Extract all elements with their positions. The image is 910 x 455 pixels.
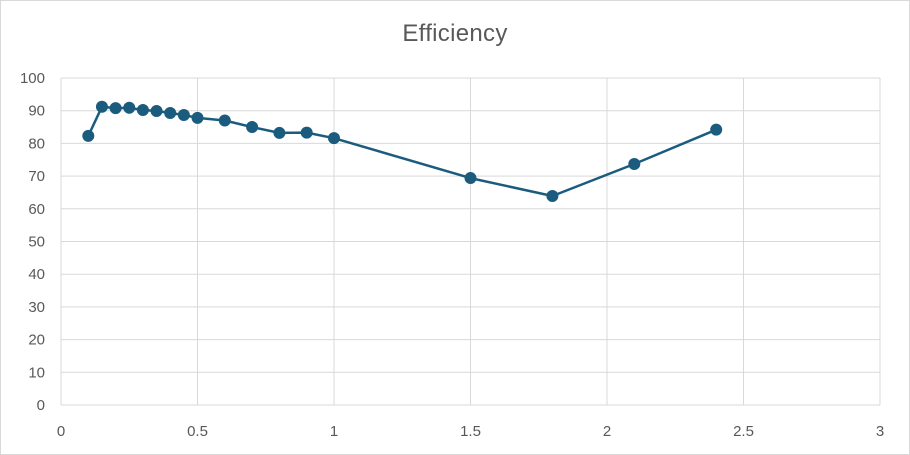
data-point [328,132,340,145]
y-tick-label: 50 [28,234,45,251]
x-tick-label: 3 [876,423,884,440]
y-tick-label: 10 [28,364,45,381]
data-point [109,102,122,115]
data-point [546,190,559,203]
y-tick-label: 70 [28,168,45,185]
x-tick-label: 2.5 [733,423,754,440]
data-point [710,123,723,136]
x-tick-label: 1 [330,423,338,440]
data-point [150,105,163,118]
y-tick-label: 100 [20,70,45,87]
x-tick-label: 0.5 [187,423,208,440]
x-tick-label: 0 [57,423,65,440]
data-point [218,114,231,127]
chart-title: Efficiency [402,20,508,47]
x-tick-label: 2 [603,423,611,440]
data-point [82,129,95,142]
data-point [464,172,477,185]
y-tick-label: 40 [28,266,45,283]
data-point [123,101,136,114]
data-point [164,106,177,119]
tick-labels: 0 10 20 30 40 50 60 70 80 90 100 0 0.5 1 1.5 2 2.5 3 [20,70,884,440]
data-point [191,111,204,124]
data-point [177,108,190,121]
y-tick-label: 80 [28,135,45,152]
data-point [95,100,108,113]
x-tick-label: 1.5 [460,423,481,440]
series [82,100,723,203]
gridlines [60,77,881,406]
data-point [246,121,259,134]
data-point [273,126,286,139]
y-tick-label: 90 [28,103,45,120]
data-point [628,158,641,171]
y-tick-label: 20 [28,332,45,349]
y-tick-label: 0 [37,397,45,414]
y-tick-label: 30 [28,299,45,316]
data-point [300,126,313,139]
y-tick-label: 60 [28,201,45,218]
data-point [136,104,149,117]
